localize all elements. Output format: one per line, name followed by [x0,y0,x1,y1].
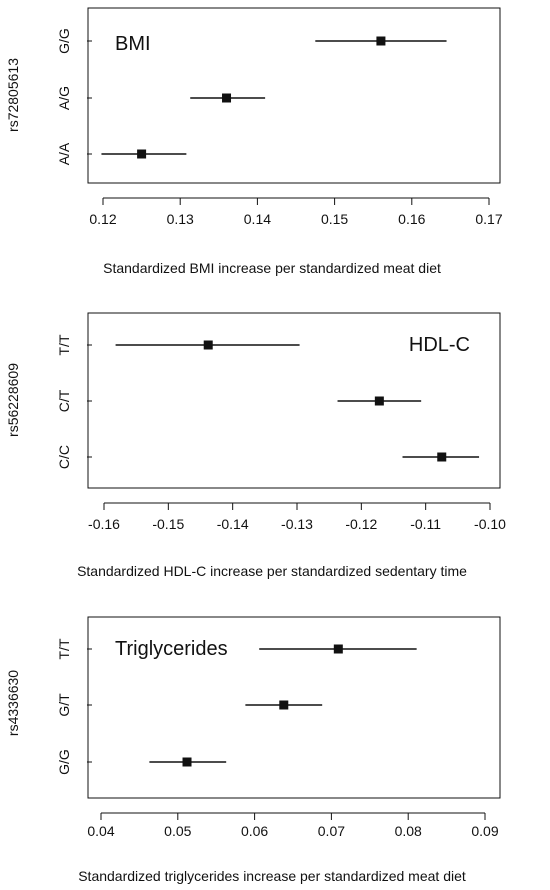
panel-1: BMI 0.12 0.13 0.14 0.15 0.16 0.17 Standardized … [5,7,503,276]
panel-2: HDL-C -0.16 -0.15 -0.14 -0.13 -0.12 -0.11 -0.10… [5,312,506,579]
genotype-label: T/T [56,638,72,659]
x-tick-label: -0.16 [88,516,120,532]
genotype-label: G/G [56,28,72,54]
plot-frame [87,616,501,799]
genotype-label: T/T [56,334,72,355]
x-tick-label: 0.12 [89,211,116,227]
panel-3: Triglycerides 0.04 0.05 0.06 0.07 0.08 0.09 Sta… [5,616,501,884]
x-tick-label: 0.17 [475,211,502,227]
point-estimate-AG [222,93,232,103]
y-axis-label: rs56228609 [5,363,21,437]
x-axis-label: Standardized triglycerides increase per … [78,868,466,884]
point-estimate-GG [182,757,192,767]
point-estimate-CT [374,396,384,406]
y-axis-label: rs72805613 [5,58,21,132]
x-tick-label: 0.15 [321,211,348,227]
x-tick-label: -0.15 [152,516,184,532]
panel-annotation: BMI [115,33,151,55]
x-tick-label: -0.11 [410,516,441,532]
x-tick-label: 0.14 [244,211,271,227]
point-estimate-TT [333,644,343,654]
x-tick-label: 0.13 [167,211,194,227]
x-tick-label: -0.13 [281,516,313,532]
x-tick-label: 0.07 [318,823,345,839]
genotype-label: C/T [56,389,72,412]
genotype-label: C/C [56,445,72,469]
x-tick-label: 0.08 [395,823,422,839]
x-tick-label: -0.14 [217,516,249,532]
x-tick-label: 0.09 [471,823,498,839]
point-estimate-CC [437,452,447,462]
point-estimate-TT [203,340,213,350]
x-axis-label: Standardized HDL-C increase per standard… [77,563,467,579]
y-axis-label: rs4336630 [5,670,21,736]
x-tick-label: 0.05 [164,823,191,839]
x-axis-label: Standardized BMI increase per standardiz… [103,260,441,276]
point-estimate-AA [137,149,147,159]
genotype-label: A/A [56,142,72,165]
panel-annotation: HDL-C [409,334,470,356]
x-tick-label: 0.04 [87,823,114,839]
panel-annotation: Triglycerides [115,638,228,660]
x-tick-label: 0.16 [398,211,425,227]
x-tick-label: 0.06 [241,823,268,839]
point-estimate-GT [279,700,289,710]
genotype-label: G/T [56,693,72,717]
x-tick-label: -0.12 [345,516,377,532]
point-estimate-GG [376,36,386,46]
genotype-label: A/G [56,86,72,110]
plot-frame [87,7,501,184]
genotype-label: G/G [56,749,72,775]
x-tick-label: -0.10 [474,516,506,532]
